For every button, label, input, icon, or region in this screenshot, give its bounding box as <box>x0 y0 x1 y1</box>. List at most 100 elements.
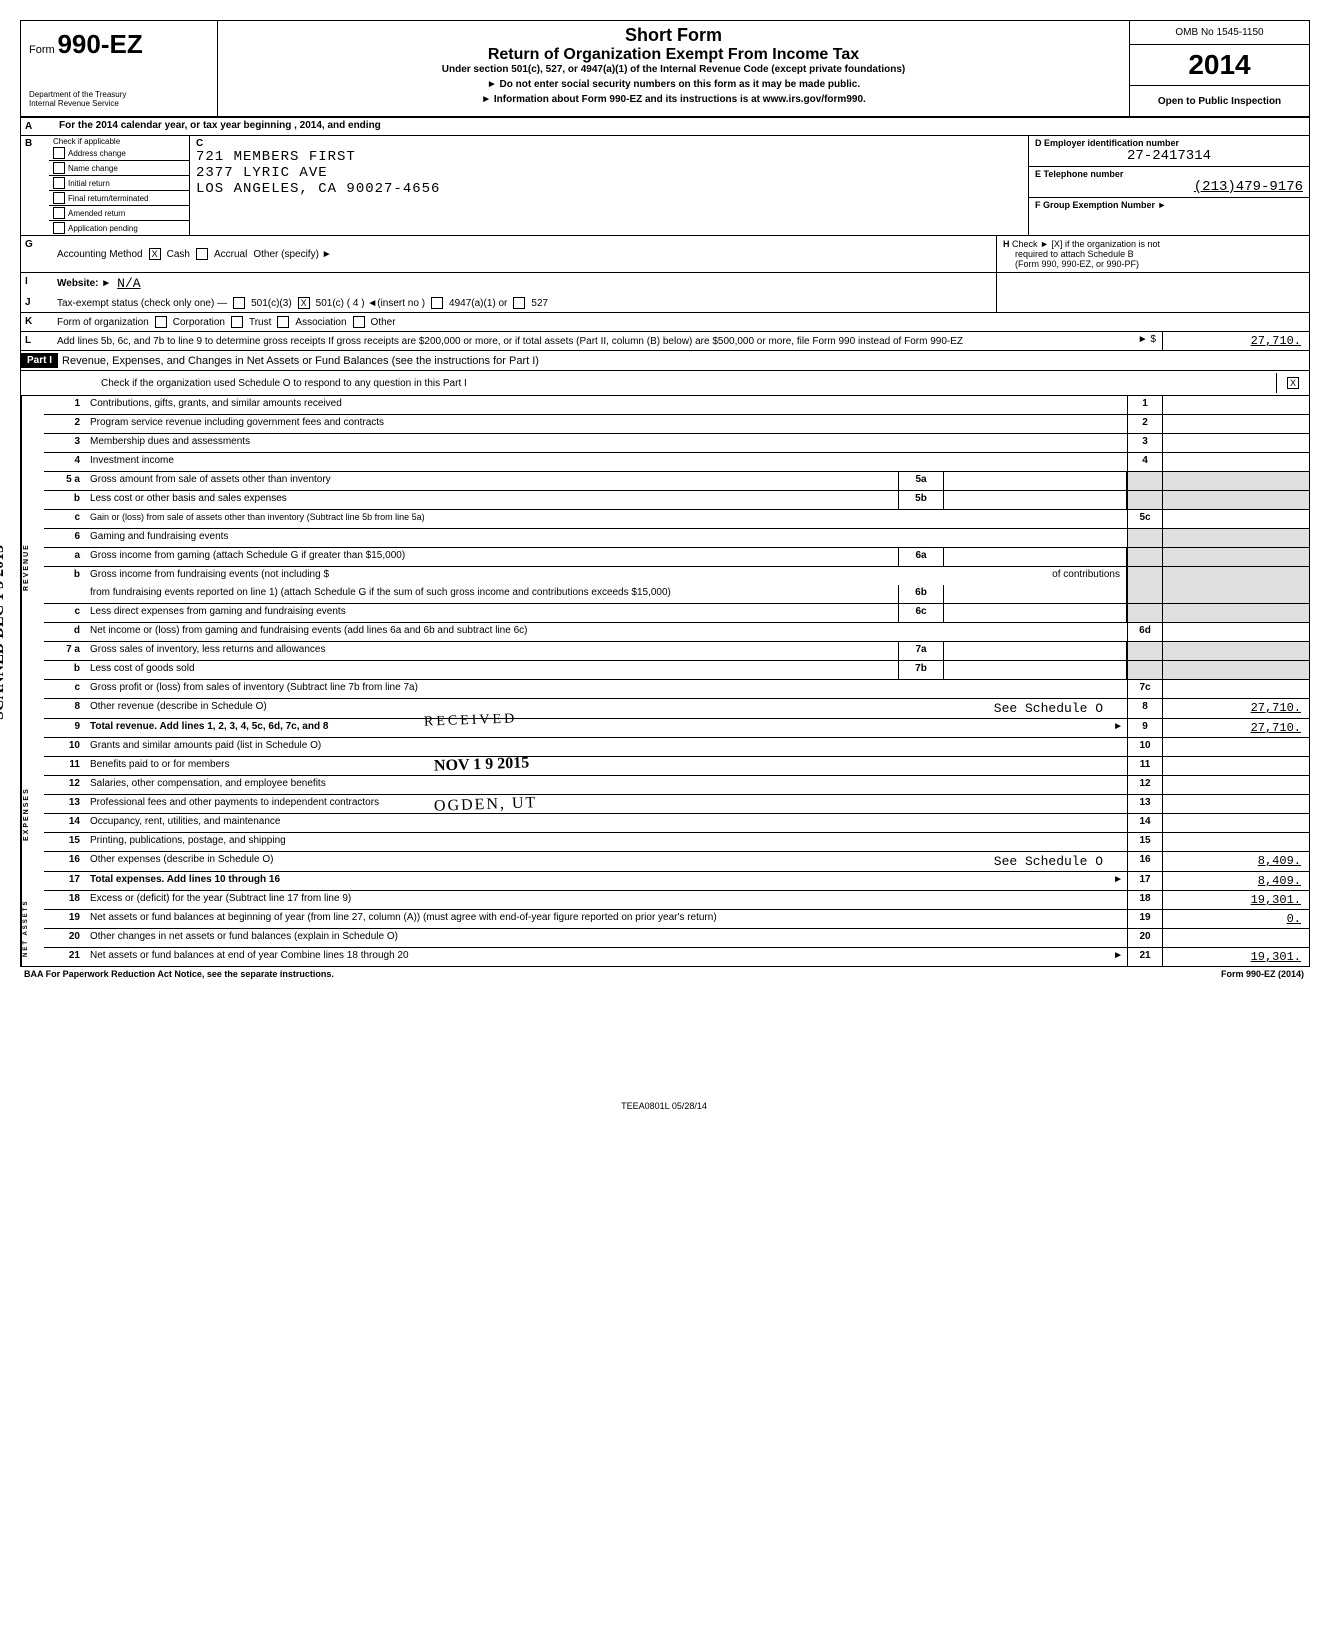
checkbox-501c[interactable]: X <box>298 297 310 309</box>
checkbox-accrual[interactable] <box>196 248 208 260</box>
assets-section: NET ASSETS 18Excess or (deficit) for the… <box>21 891 1309 966</box>
addr-change-label: Address change <box>68 149 126 158</box>
dept-treasury: Department of the Treasury <box>29 90 209 99</box>
trust-label: Trust <box>249 317 271 328</box>
form-header: Form 990-EZ Department of the Treasury I… <box>21 21 1309 118</box>
under-section: Under section 501(c), 527, or 4947(a)(1)… <box>226 64 1121 75</box>
other-label: Other (specify) ► <box>253 249 331 260</box>
value-9: 27,710. <box>1162 719 1309 737</box>
letter-a: A <box>21 118 53 135</box>
line-3: Membership dues and assessments <box>86 434 1127 452</box>
checkbox-assoc[interactable] <box>277 316 289 328</box>
line-19: Net assets or fund balances at beginning… <box>86 910 1127 928</box>
org-addr1: 2377 LYRIC AVE <box>196 165 1022 181</box>
line-13: Professional fees and other payments to … <box>86 795 1127 813</box>
checkbox-501c3[interactable] <box>233 297 245 309</box>
line-6b-pre: Gross income from fundraising events (no… <box>86 567 944 585</box>
part1-header: Part I Revenue, Expenses, and Changes in… <box>21 351 1309 371</box>
footer-code: TEEA0801L 05/28/14 <box>20 1101 1308 1111</box>
expenses-section: EXPENSES RECEIVED NOV 1 9 2015 OGDEN, UT… <box>21 738 1309 891</box>
line-6b-post: of contributions <box>944 567 1127 585</box>
i-label: Website: ► <box>57 278 111 289</box>
checkbox-sched-o[interactable]: X <box>1287 377 1299 389</box>
open-public: Open to Public Inspection <box>1129 86 1309 116</box>
tax-year: 2014 <box>1129 45 1309 86</box>
checkbox-corp[interactable] <box>155 316 167 328</box>
checkbox-trust[interactable] <box>231 316 243 328</box>
line-7a: Gross sales of inventory, less returns a… <box>86 642 898 660</box>
initial-label: Initial return <box>68 179 110 188</box>
corp-label: Corporation <box>173 317 225 328</box>
info-link: ► Information about Form 990-EZ and its … <box>226 94 1121 105</box>
h-line1: Check ► [X] if the organization is not <box>1012 239 1160 249</box>
scanned-stamp: SCANNED DEC 1 5 2015 <box>0 545 8 720</box>
checkbox-addr-change[interactable] <box>53 147 65 159</box>
line-15: Printing, publications, postage, and shi… <box>86 833 1127 851</box>
checkbox-4947[interactable] <box>431 297 443 309</box>
line-2: Program service revenue including govern… <box>86 415 1127 433</box>
line-a-text: For the 2014 calendar year, or tax year … <box>53 118 1309 135</box>
line-l: L Add lines 5b, 6c, and 7b to line 9 to … <box>21 332 1309 351</box>
form-number-box: Form 990-EZ Department of the Treasury I… <box>21 21 218 116</box>
line-i: I Website: ► N/A <box>21 273 1309 294</box>
footer-form: Form 990-EZ (2014) <box>1221 969 1304 979</box>
return-title: Return of Organization Exempt From Incom… <box>226 46 1121 64</box>
line-8: Other revenue (describe in Schedule O)Se… <box>86 699 1127 718</box>
ein-value: 27-2417314 <box>1035 148 1303 164</box>
line-5b: Less cost or other basis and sales expen… <box>86 491 898 509</box>
part1-label: Part I <box>21 353 58 368</box>
c-section: C 721 MEMBERS FIRST 2377 LYRIC AVE LOS A… <box>190 136 1028 235</box>
checkbox-527[interactable] <box>513 297 525 309</box>
line-14: Occupancy, rent, utilities, and maintena… <box>86 814 1127 832</box>
value-19: 0. <box>1162 910 1309 928</box>
l-value: 27,710. <box>1162 332 1309 350</box>
e-label: E Telephone number <box>1035 169 1303 179</box>
checkbox-cash[interactable]: X <box>149 248 161 260</box>
letter-b: B <box>21 136 49 235</box>
line-6: Gaming and fundraising events <box>86 529 1127 547</box>
checkbox-amended[interactable] <box>53 207 65 219</box>
b-label: Check if applicable <box>49 136 189 146</box>
final-label: Final return/terminated <box>68 194 148 203</box>
omb-number: OMB No 1545-1150 <box>1129 21 1309 45</box>
form-label: Form <box>29 44 55 56</box>
line-9: Total revenue. Add lines 1, 2, 3, 4, 5c,… <box>86 719 1127 737</box>
side-expenses: EXPENSES <box>21 738 44 891</box>
letter-l: L <box>21 332 53 350</box>
line-5a: Gross amount from sale of assets other t… <box>86 472 898 490</box>
part1-check-row: Check if the organization used Schedule … <box>21 371 1309 396</box>
right-header: OMB No 1545-1150 2014 Open to Public Ins… <box>1129 21 1309 116</box>
letter-i: I <box>21 273 53 294</box>
line-10: Grants and similar amounts paid (list in… <box>86 738 1127 756</box>
527-label: 527 <box>531 298 548 309</box>
l-text: Add lines 5b, 6c, and 7b to line 9 to de… <box>57 336 963 347</box>
part1-title: Revenue, Expenses, and Changes in Net As… <box>58 355 539 367</box>
line-20: Other changes in net assets or fund bala… <box>86 929 1127 947</box>
checkbox-pending[interactable] <box>53 222 65 234</box>
value-17: 8,409. <box>1162 872 1309 890</box>
revenue-section: REVENUE 1Contributions, gifts, grants, a… <box>21 396 1309 738</box>
line-6b2: from fundraising events reported on line… <box>86 585 898 603</box>
l-arrow: ► $ <box>1090 332 1162 350</box>
c-label: C <box>196 138 1022 149</box>
line-17: Total expenses. Add lines 10 through 16► <box>86 872 1127 890</box>
checkbox-final[interactable] <box>53 192 65 204</box>
short-form-label: Short Form <box>226 25 1121 46</box>
org-name: 721 MEMBERS FIRST <box>196 149 1022 165</box>
501c3-label: 501(c)(3) <box>251 298 292 309</box>
line-16: Other expenses (describe in Schedule O)S… <box>86 852 1127 871</box>
g-label: Accounting Method <box>57 249 143 260</box>
line-k: K Form of organization Corporation Trust… <box>21 313 1309 332</box>
checkbox-other-org[interactable] <box>353 316 365 328</box>
line-6a: Gross income from gaming (attach Schedul… <box>86 548 898 566</box>
checkbox-initial[interactable] <box>53 177 65 189</box>
phone-value: (213)479-9176 <box>1035 179 1303 195</box>
website-value: N/A <box>117 276 140 291</box>
line-6c: Less direct expenses from gaming and fun… <box>86 604 898 622</box>
letter-j: J <box>21 294 53 312</box>
line-11: Benefits paid to or for members <box>86 757 1127 775</box>
d-label: D Employer identification number <box>1035 138 1303 148</box>
h-line2: required to attach Schedule B <box>1003 249 1134 259</box>
checkbox-name-change[interactable] <box>53 162 65 174</box>
org-addr2: LOS ANGELES, CA 90027-4656 <box>196 181 1022 197</box>
